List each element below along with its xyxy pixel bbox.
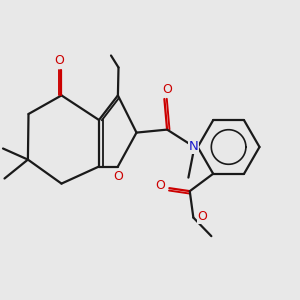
Text: O: O [163, 83, 172, 96]
Text: O: O [54, 53, 64, 67]
Text: O: O [114, 169, 123, 183]
Text: O: O [155, 179, 165, 192]
Text: N: N [189, 140, 199, 153]
Text: O: O [197, 210, 207, 223]
